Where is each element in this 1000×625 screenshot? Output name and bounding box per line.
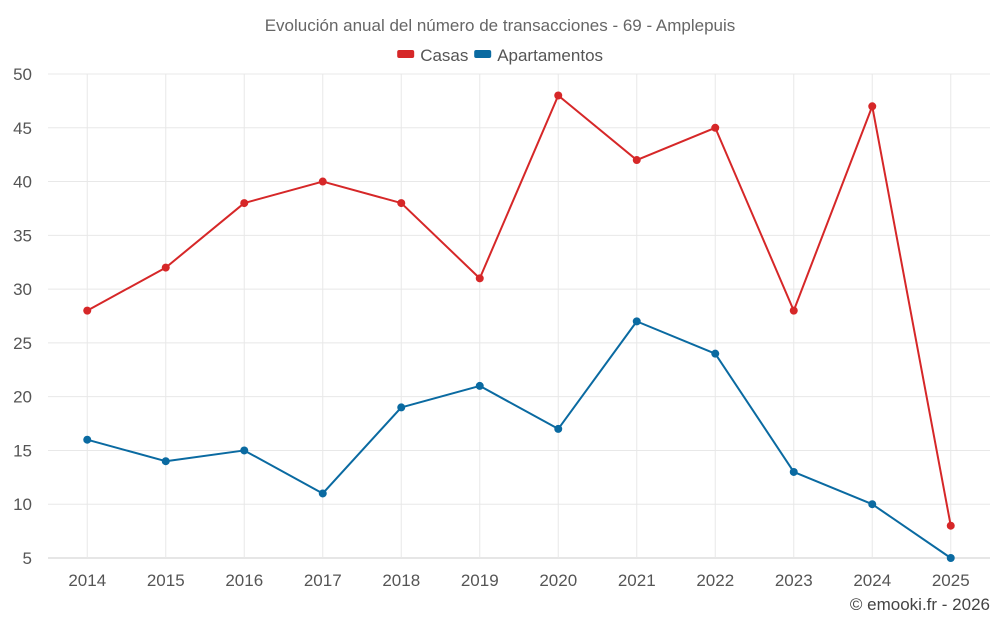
credit-text: © emooki.fr - 2026 — [850, 595, 990, 614]
y-tick-label: 20 — [13, 388, 32, 407]
data-point-casas[interactable] — [789, 306, 798, 315]
y-tick-label: 5 — [23, 549, 32, 568]
legend-label-apartamentos: Apartamentos — [497, 46, 603, 65]
x-tick-label: 2018 — [382, 571, 420, 590]
data-point-apartamentos[interactable] — [475, 381, 484, 390]
x-tick-label: 2022 — [696, 571, 734, 590]
legend-item-casas[interactable]: Casas — [397, 46, 468, 65]
x-tick-label: 2025 — [932, 571, 970, 590]
x-tick-label: 2020 — [539, 571, 577, 590]
data-point-casas[interactable] — [240, 199, 249, 208]
legend-item-apartamentos[interactable]: Apartamentos — [474, 46, 603, 65]
data-point-casas[interactable] — [632, 156, 641, 165]
y-tick-label: 15 — [13, 441, 32, 460]
series-line-casas — [86, 94, 952, 526]
data-point-apartamentos[interactable] — [161, 457, 170, 466]
x-tick-label: 2021 — [618, 571, 656, 590]
data-point-apartamentos[interactable] — [83, 435, 92, 444]
grid — [48, 73, 990, 559]
data-point-apartamentos[interactable] — [789, 467, 798, 476]
data-point-casas[interactable] — [711, 123, 720, 132]
x-tick-label: 2023 — [775, 571, 813, 590]
legend-swatch-casas — [397, 50, 415, 58]
y-tick-label: 10 — [13, 495, 32, 514]
data-point-apartamentos[interactable] — [632, 317, 641, 326]
data-point-casas[interactable] — [946, 521, 955, 530]
data-point-apartamentos[interactable] — [868, 500, 877, 509]
data-point-apartamentos[interactable] — [946, 554, 955, 562]
x-tick-label: 2014 — [68, 571, 106, 590]
data-point-casas[interactable] — [318, 177, 327, 186]
data-point-casas[interactable] — [83, 306, 92, 315]
y-tick-label: 50 — [13, 65, 32, 84]
series-line-apartamentos — [86, 320, 952, 559]
data-point-apartamentos[interactable] — [240, 446, 249, 455]
data-point-apartamentos[interactable] — [397, 403, 406, 412]
data-point-casas[interactable] — [161, 263, 170, 272]
x-tick-label: 2015 — [147, 571, 185, 590]
legend: Casas Apartamentos — [397, 46, 603, 65]
y-tick-label: 45 — [13, 119, 32, 138]
legend-swatch-apartamentos — [474, 50, 492, 58]
data-point-casas[interactable] — [397, 199, 406, 208]
data-point-casas[interactable] — [554, 91, 563, 100]
x-tick-label: 2019 — [461, 571, 499, 590]
x-axis: 2014 2015 2016 2017 2018 2019 2020 2021 2022 2023… — [68, 571, 969, 590]
data-point-casas[interactable] — [475, 274, 484, 283]
y-tick-label: 25 — [13, 334, 32, 353]
x-tick-label: 2024 — [853, 571, 891, 590]
y-axis: 5 10 15 20 25 30 35 40 45 50 — [13, 65, 32, 568]
data-point-casas[interactable] — [868, 102, 877, 111]
data-point-apartamentos[interactable] — [318, 489, 327, 498]
series-layer — [83, 91, 955, 562]
x-tick-label: 2016 — [225, 571, 263, 590]
legend-label-casas: Casas — [420, 46, 468, 65]
data-point-apartamentos[interactable] — [554, 424, 563, 433]
y-tick-label: 35 — [13, 226, 32, 245]
x-tick-label: 2017 — [304, 571, 342, 590]
data-point-apartamentos[interactable] — [711, 349, 720, 358]
chart-title: Evolución anual del número de transaccio… — [265, 16, 736, 35]
y-tick-label: 40 — [13, 173, 32, 192]
y-tick-label: 30 — [13, 280, 32, 299]
